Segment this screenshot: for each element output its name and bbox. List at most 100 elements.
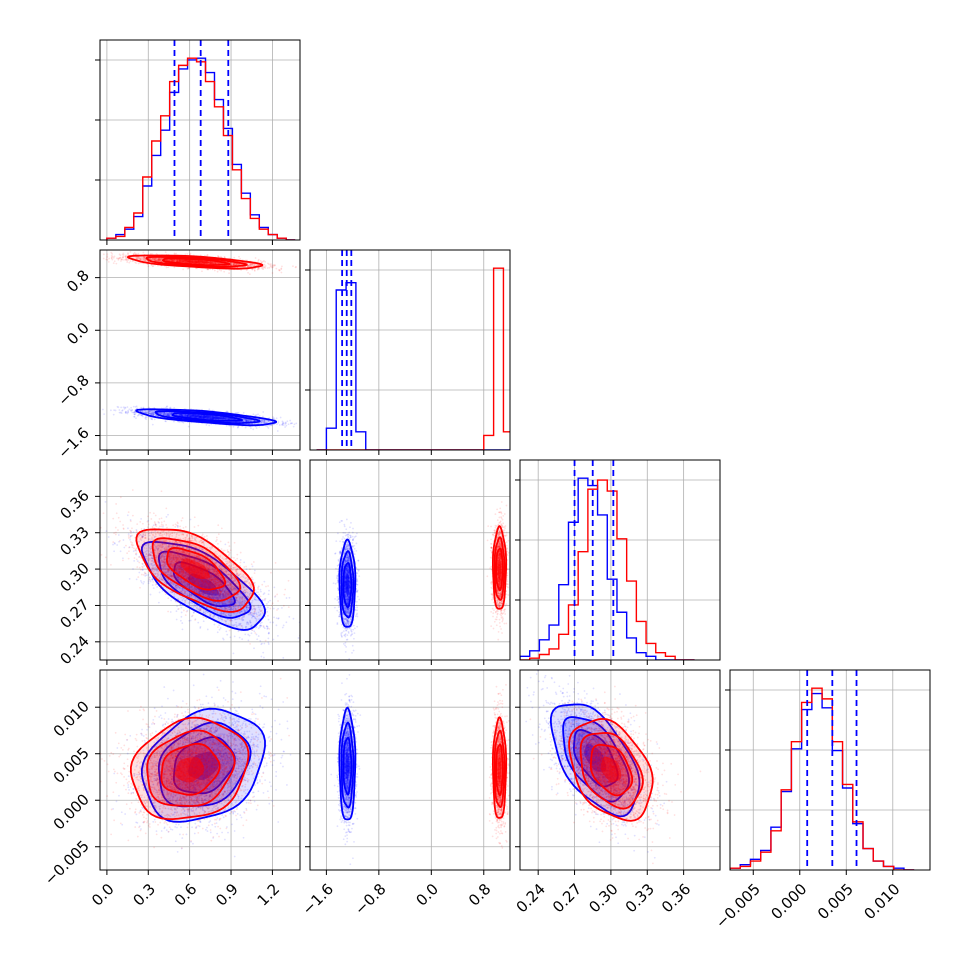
sample-point	[222, 416, 225, 419]
sample-point	[244, 426, 247, 429]
sample-point	[228, 418, 231, 421]
sample-point	[189, 252, 192, 255]
sample-point	[107, 260, 110, 263]
sample-point	[219, 418, 222, 421]
sample-point	[92, 254, 94, 256]
sample-point	[147, 412, 150, 415]
sample-point	[229, 418, 231, 421]
sample-point	[263, 420, 266, 423]
sample-point	[112, 262, 115, 264]
sample-point	[129, 260, 132, 263]
sample-point	[181, 414, 183, 417]
sample-point	[187, 425, 190, 428]
sample-point	[295, 266, 297, 268]
sample-point	[267, 601, 270, 603]
sample-point	[142, 406, 145, 409]
sample-point	[135, 405, 138, 408]
sample-point	[150, 411, 153, 414]
sample-point	[150, 411, 152, 414]
sample-point	[257, 413, 259, 416]
sample-point	[127, 411, 130, 413]
sample-point	[179, 414, 182, 416]
sample-point	[180, 414, 183, 417]
sample-point	[168, 414, 171, 417]
sample-point	[242, 411, 245, 414]
sample-point	[166, 412, 169, 415]
sample-point	[133, 411, 136, 413]
sample-point	[131, 408, 134, 411]
sample-point	[119, 411, 122, 414]
sample-point	[158, 411, 161, 414]
histogram-series-blue	[730, 692, 915, 870]
sample-point	[139, 413, 142, 416]
sample-point	[272, 416, 274, 418]
sample-point	[226, 417, 229, 420]
sample-point	[118, 411, 121, 414]
sample-point	[179, 413, 182, 416]
sample-point	[293, 423, 296, 426]
sample-point	[84, 257, 86, 259]
sample-point	[114, 409, 117, 412]
sample-point	[164, 251, 167, 254]
sample-point	[113, 409, 116, 412]
sample-point	[133, 413, 136, 416]
sample-point	[113, 260, 116, 263]
sample-point	[227, 418, 230, 421]
sample-point	[132, 405, 135, 408]
sample-point	[125, 410, 127, 413]
sample-point	[147, 411, 150, 414]
histogram-panel-1	[305, 249, 511, 455]
sample-point	[173, 406, 176, 409]
sample-point	[234, 412, 237, 414]
sample-point	[224, 418, 226, 421]
sample-point	[165, 412, 168, 415]
sample-point	[142, 251, 145, 254]
sample-point	[97, 254, 99, 256]
sample-point	[205, 423, 208, 426]
sample-point	[224, 417, 227, 420]
sample-point	[169, 413, 171, 416]
sample-point	[236, 426, 239, 429]
sample-point	[272, 417, 275, 420]
sample-point	[285, 422, 287, 424]
sample-point	[301, 426, 303, 428]
sample-point	[180, 413, 183, 416]
sample-point	[167, 412, 170, 415]
sample-point	[257, 267, 260, 270]
sample-point	[263, 419, 266, 422]
sample-point	[128, 578, 131, 580]
sample-point	[270, 424, 273, 427]
sample-point	[106, 253, 109, 256]
sample-point	[108, 257, 111, 260]
sample-point	[121, 253, 124, 256]
sample-point	[88, 253, 90, 255]
sample-point	[139, 579, 142, 582]
sample-point	[167, 413, 169, 416]
sample-point	[229, 636, 232, 639]
sample-point	[116, 257, 118, 260]
sample-point	[217, 255, 220, 258]
sample-point	[267, 593, 270, 596]
sample-point	[186, 415, 189, 418]
sample-point	[201, 270, 203, 273]
sample-point	[314, 262, 316, 264]
sample-point	[269, 599, 271, 602]
sample-point	[170, 599, 172, 602]
sample-point	[228, 269, 231, 272]
sample-point	[178, 413, 181, 416]
sample-point	[169, 406, 172, 409]
sample-point	[140, 406, 143, 409]
sample-point	[124, 406, 126, 409]
sample-point	[247, 419, 250, 422]
panel-frame	[729, 669, 931, 871]
sample-point	[153, 418, 156, 421]
sample-point	[180, 413, 183, 416]
sample-point	[95, 251, 97, 253]
sample-point	[122, 539, 125, 541]
sample-point	[250, 427, 252, 430]
sample-point	[227, 418, 230, 421]
sample-point	[151, 423, 154, 426]
sample-point	[278, 269, 281, 272]
sample-point	[106, 256, 109, 259]
sample-point	[152, 412, 155, 415]
